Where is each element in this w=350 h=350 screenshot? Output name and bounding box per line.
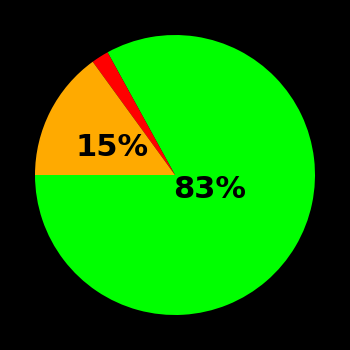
Wedge shape	[35, 62, 175, 175]
Wedge shape	[35, 35, 315, 315]
Text: 15%: 15%	[76, 133, 148, 161]
Wedge shape	[93, 52, 175, 175]
Text: 83%: 83%	[174, 175, 246, 203]
